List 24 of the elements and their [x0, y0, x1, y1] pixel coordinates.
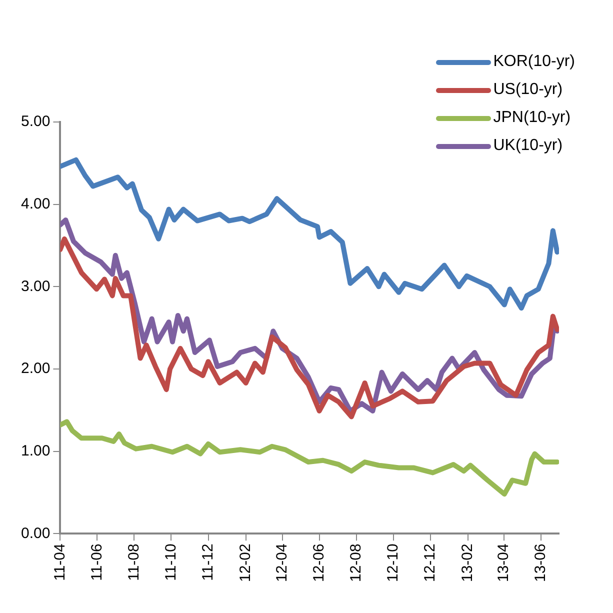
legend-label: JPN(10-yr): [493, 109, 571, 127]
x-tick-label: 11-04: [51, 544, 68, 581]
x-tick-label: 11-08: [125, 544, 142, 581]
y-tick-label: 5.00: [20, 113, 50, 130]
legend-label: KOR(10-yr): [493, 53, 575, 71]
legend-label: UK(10-yr): [493, 137, 563, 155]
y-tick-label: 3.00: [20, 278, 50, 295]
x-tick-label: 11-12: [199, 544, 216, 581]
x-tick-label: 13-02: [459, 544, 476, 582]
x-tick-label: 12-04: [273, 544, 290, 582]
x-tick-label: 13-06: [532, 544, 549, 582]
y-tick-label: 0.00: [20, 524, 50, 542]
x-tick-label: 12-06: [310, 544, 328, 582]
y-tick-label: 2.00: [20, 360, 50, 378]
x-tick-label: 13-04: [494, 544, 512, 582]
x-tick-label: 12-02: [237, 544, 254, 582]
x-tick-label: 11-06: [88, 544, 106, 581]
y-tick-label: 4.00: [20, 195, 50, 212]
x-tick-label: 12-12: [421, 544, 438, 582]
y-tick-label: 1.00: [20, 442, 50, 460]
x-tick-label: 12-10: [384, 544, 402, 582]
legend-label: US(10-yr): [493, 81, 563, 99]
x-tick-label: 12-08: [347, 544, 364, 582]
x-tick-label: 11-10: [162, 544, 180, 581]
